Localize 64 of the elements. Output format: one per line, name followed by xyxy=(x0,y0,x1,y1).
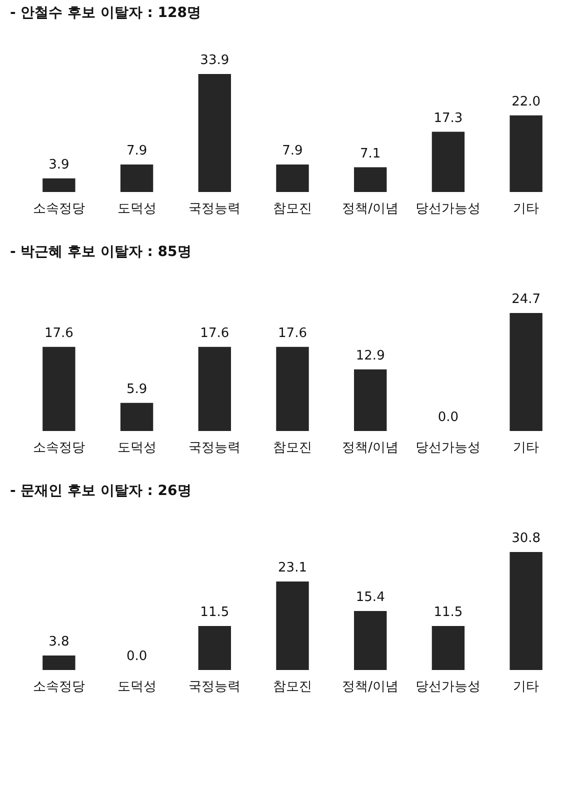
data-label: 7.1 xyxy=(360,146,381,162)
data-label: 33.9 xyxy=(200,53,230,68)
x-tick-label: 정책/이념 xyxy=(342,202,399,216)
bar xyxy=(432,132,465,192)
x-tick-label: 기타 xyxy=(513,202,540,216)
bar xyxy=(198,626,231,670)
x-tick-label: 도덕성 xyxy=(117,440,156,456)
bar xyxy=(354,611,387,670)
data-label: 3.9 xyxy=(48,157,70,172)
x-tick-label: 소속정당 xyxy=(32,202,85,216)
data-label: 17.6 xyxy=(200,326,230,341)
data-label: 7.9 xyxy=(126,144,148,158)
chart-title: - 박근혜 후보 이탈자 : 85명 xyxy=(10,244,192,260)
data-label: 23.1 xyxy=(278,560,307,576)
data-label: 15.4 xyxy=(356,590,385,605)
data-label: 17.6 xyxy=(44,326,74,341)
x-tick-label: 기타 xyxy=(513,680,540,694)
x-tick-label: 정책/이념 xyxy=(342,440,399,456)
x-tick-label: 소속정당 xyxy=(32,680,85,694)
data-label: 0.0 xyxy=(126,649,148,664)
x-tick-label: 국정능력 xyxy=(188,202,241,216)
chart-title: - 문재인 후보 이탈자 : 26명 xyxy=(10,483,192,499)
data-label: 3.8 xyxy=(48,634,70,650)
bar xyxy=(276,346,309,431)
bar xyxy=(510,313,542,431)
data-label: 30.8 xyxy=(512,531,541,546)
bar xyxy=(120,402,154,431)
bar xyxy=(42,346,76,431)
x-tick-label: 국정능력 xyxy=(188,440,241,456)
bar xyxy=(198,346,231,431)
data-label: 7.9 xyxy=(282,144,303,158)
x-tick-label: 도덕성 xyxy=(117,680,156,694)
bar xyxy=(42,655,76,670)
data-label: 11.5 xyxy=(434,604,463,620)
chart-title: - 안철수 후보 이탈자 : 128명 xyxy=(10,5,202,21)
x-tick-label: 참모진 xyxy=(273,440,312,456)
bar xyxy=(354,167,387,192)
data-label: 0.0 xyxy=(438,410,459,425)
bar xyxy=(198,74,231,192)
x-tick-label: 국정능력 xyxy=(188,680,241,694)
data-label: 11.5 xyxy=(200,604,230,620)
data-label: 12.9 xyxy=(356,348,385,364)
x-tick-label: 당선가능성 xyxy=(416,440,481,456)
x-tick-label: 참모진 xyxy=(273,202,312,216)
x-tick-label: 참모진 xyxy=(273,680,312,694)
x-tick-label: 당선가능성 xyxy=(416,202,481,216)
bar xyxy=(276,582,309,670)
data-label: 17.6 xyxy=(278,326,307,341)
bar xyxy=(354,369,387,431)
bar xyxy=(276,164,309,192)
x-tick-label: 정책/이념 xyxy=(342,680,399,694)
x-tick-label: 도덕성 xyxy=(117,202,156,216)
bar xyxy=(510,115,542,192)
bar xyxy=(42,178,76,192)
x-tick-label: 당선가능성 xyxy=(416,680,481,694)
bar xyxy=(432,626,465,670)
x-tick-label: 기타 xyxy=(513,440,540,456)
bar xyxy=(120,164,154,192)
data-label: 24.7 xyxy=(512,292,541,307)
bar xyxy=(510,552,542,670)
data-label: 22.0 xyxy=(512,94,541,110)
x-tick-label: 소속정당 xyxy=(32,440,85,456)
data-label: 17.3 xyxy=(434,110,463,126)
data-label: 5.9 xyxy=(126,382,148,397)
